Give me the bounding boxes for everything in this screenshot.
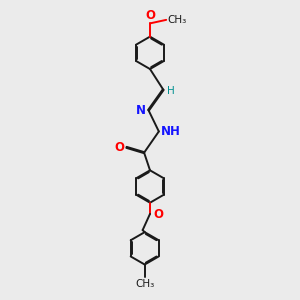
Text: H: H [167,86,175,96]
Text: N: N [136,104,146,117]
Text: CH₃: CH₃ [168,15,187,25]
Text: O: O [114,141,124,154]
Text: CH₃: CH₃ [135,279,154,289]
Text: O: O [154,208,164,221]
Text: O: O [145,9,155,22]
Text: NH: NH [161,125,181,138]
